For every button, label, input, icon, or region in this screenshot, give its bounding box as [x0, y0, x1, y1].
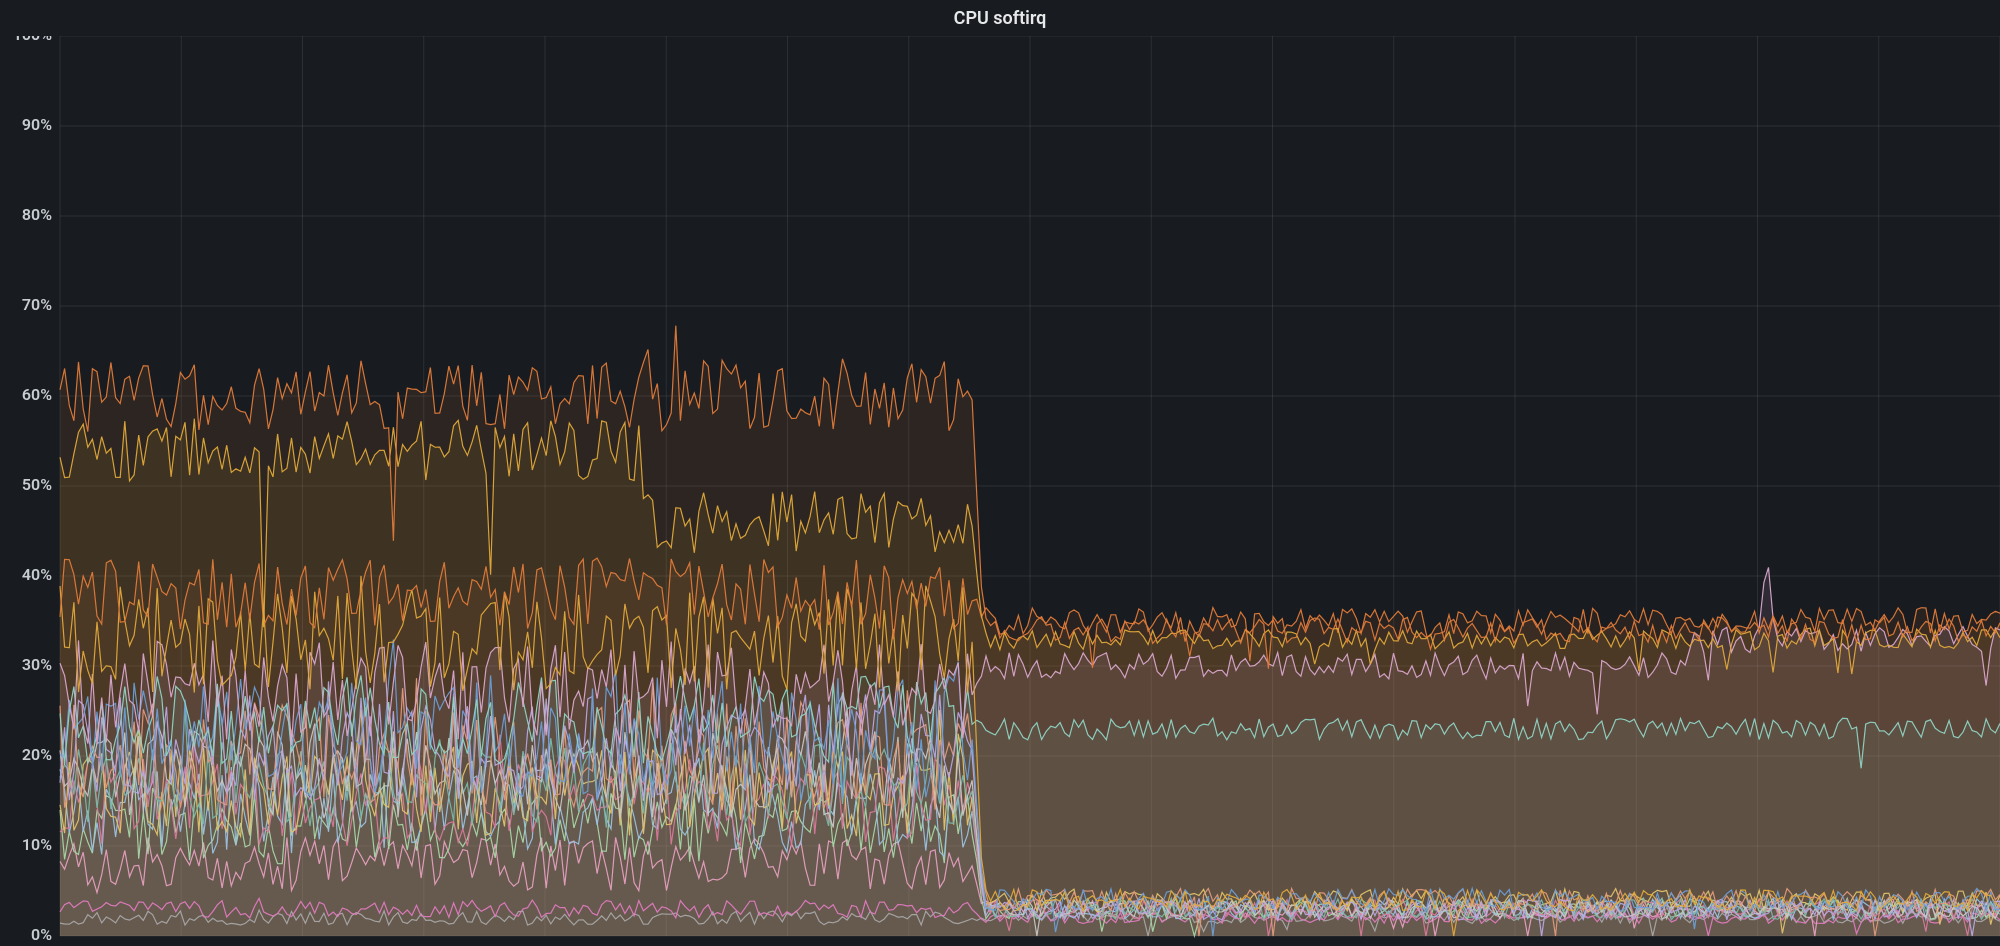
svg-text:20%: 20% [22, 745, 52, 764]
svg-text:40%: 40% [22, 565, 52, 584]
svg-text:0%: 0% [31, 925, 52, 944]
svg-text:60%: 60% [22, 385, 52, 404]
svg-text:80%: 80% [22, 205, 52, 224]
panel-title: CPU softirq [0, 0, 2000, 29]
svg-text:50%: 50% [22, 475, 52, 494]
chart-area[interactable]: 0% 10% 20% 30% 40% 50% 60% 70% 80% 90% 100% [0, 36, 2000, 946]
svg-text:30%: 30% [22, 655, 52, 674]
svg-text:90%: 90% [22, 115, 52, 134]
svg-text:70%: 70% [22, 295, 52, 314]
chart-svg: 0% 10% 20% 30% 40% 50% 60% 70% 80% 90% 100% [0, 36, 2000, 946]
svg-text:100%: 100% [13, 36, 52, 44]
chart-panel: CPU softirq 0% 10% 20% 30% 40% 50% 60% 70% 80% 90… [0, 0, 2000, 946]
svg-text:10%: 10% [22, 835, 52, 854]
